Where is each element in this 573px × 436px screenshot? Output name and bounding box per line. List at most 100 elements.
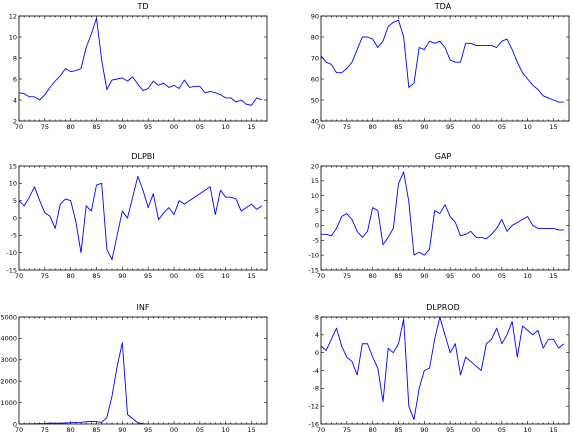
y-tick-label: 80 <box>311 33 319 41</box>
x-tick-label: 10 <box>524 123 532 131</box>
y-tick-label: 5 <box>13 197 17 205</box>
x-tick-label: 05 <box>196 123 204 131</box>
x-tick-label: 15 <box>549 123 557 131</box>
y-tick-label: -15 <box>308 266 319 274</box>
y-tick-label: 70 <box>311 54 319 62</box>
x-tick-label: 95 <box>144 426 152 434</box>
y-tick-label: -12 <box>308 402 319 410</box>
x-tick-label: 95 <box>446 123 454 131</box>
x-tick-label: 95 <box>144 123 152 131</box>
series-line <box>321 171 564 256</box>
y-tick-label: 3000 <box>0 356 17 364</box>
y-tick-label: -5 <box>11 232 17 240</box>
x-tick-label: 15 <box>247 272 255 280</box>
panel-title: DLPROD <box>426 303 459 312</box>
y-tick-label: -4 <box>313 367 319 375</box>
y-tick-label: 15 <box>311 177 319 185</box>
x-tick-label: 85 <box>394 426 402 434</box>
plot-frame <box>320 165 570 271</box>
x-tick-label: 05 <box>498 123 506 131</box>
y-tick-label: 0 <box>13 420 17 428</box>
x-tick-label: 70 <box>15 426 23 434</box>
x-tick-label: 00 <box>472 123 480 131</box>
x-tick-label: 80 <box>67 272 75 280</box>
plot-frame <box>18 165 268 271</box>
y-tick-label: 10 <box>311 192 319 200</box>
y-tick-label: 4 <box>315 331 319 339</box>
y-tick-label: 10 <box>9 33 17 41</box>
y-tick-label: 4000 <box>0 335 17 343</box>
x-tick-label: 80 <box>67 123 75 131</box>
y-tick-label: -16 <box>308 420 319 428</box>
y-tick-label: 6 <box>13 75 17 83</box>
x-tick-label: 15 <box>549 426 557 434</box>
x-tick-label: 95 <box>144 272 152 280</box>
chart-panel-5: DLPROD -16 -12 -8 -4 0 4 8 70 75 80 85 90 95 00 05 10 15 <box>308 303 570 434</box>
x-tick-label: 15 <box>247 123 255 131</box>
x-tick-label: 80 <box>369 426 377 434</box>
chart-panel-1: TDA 40 50 60 70 80 90 70 75 80 85 90 95 00 05 10 15 <box>311 2 570 131</box>
x-tick-label: 10 <box>222 123 230 131</box>
panel-title: GAP <box>435 152 452 161</box>
x-tick-label: 85 <box>92 426 100 434</box>
y-tick-label: 60 <box>311 75 319 83</box>
x-tick-label: 90 <box>118 123 126 131</box>
x-tick-label: 75 <box>41 426 49 434</box>
y-tick-label: 90 <box>311 12 319 20</box>
plot-frame <box>320 15 570 122</box>
x-tick-label: 05 <box>498 272 506 280</box>
y-tick-label: 20 <box>311 162 319 170</box>
panel-title: INF <box>137 303 150 312</box>
x-tick-label: 10 <box>222 426 230 434</box>
x-tick-label: 75 <box>41 272 49 280</box>
y-tick-label: -5 <box>313 237 319 245</box>
x-tick-label: 90 <box>420 272 428 280</box>
plot-frame <box>18 15 268 122</box>
panel-title: TD <box>136 2 148 11</box>
x-tick-label: 90 <box>420 123 428 131</box>
y-tick-label: 2000 <box>0 378 17 386</box>
series-line <box>19 342 262 424</box>
x-tick-label: 70 <box>15 123 23 131</box>
x-tick-label: 80 <box>67 426 75 434</box>
x-tick-label: 00 <box>472 426 480 434</box>
x-tick-label: 95 <box>446 272 454 280</box>
y-tick-label: 8 <box>315 313 319 321</box>
x-tick-label: 70 <box>317 123 325 131</box>
y-tick-label: 0 <box>13 214 17 222</box>
x-tick-label: 05 <box>498 426 506 434</box>
x-tick-label: 00 <box>472 272 480 280</box>
x-tick-label: 80 <box>369 123 377 131</box>
y-tick-label: 8 <box>13 54 17 62</box>
x-tick-label: 10 <box>222 272 230 280</box>
y-tick-label: 50 <box>311 96 319 104</box>
x-tick-label: 75 <box>343 123 351 131</box>
y-tick-label: 10 <box>9 180 17 188</box>
x-tick-label: 00 <box>170 123 178 131</box>
x-tick-label: 70 <box>317 426 325 434</box>
x-tick-label: 10 <box>524 426 532 434</box>
x-tick-label: 15 <box>549 272 557 280</box>
x-tick-label: 90 <box>420 426 428 434</box>
x-tick-label: 05 <box>196 426 204 434</box>
x-tick-label: 85 <box>92 123 100 131</box>
y-tick-label: -10 <box>6 249 17 257</box>
x-tick-label: 70 <box>317 272 325 280</box>
x-tick-label: 90 <box>118 426 126 434</box>
x-tick-label: 15 <box>247 426 255 434</box>
x-tick-label: 00 <box>170 272 178 280</box>
y-tick-label: 12 <box>9 12 17 20</box>
x-tick-label: 75 <box>343 272 351 280</box>
y-tick-label: -10 <box>308 251 319 259</box>
y-tick-label: -15 <box>6 266 17 274</box>
y-tick-label: 1000 <box>0 399 17 407</box>
x-tick-label: 75 <box>41 123 49 131</box>
y-tick-label: 0 <box>315 222 319 230</box>
y-tick-label: 15 <box>9 162 17 170</box>
x-tick-label: 10 <box>524 272 532 280</box>
x-tick-label: 75 <box>343 426 351 434</box>
y-tick-label: 5 <box>315 207 319 215</box>
x-tick-label: 05 <box>196 272 204 280</box>
